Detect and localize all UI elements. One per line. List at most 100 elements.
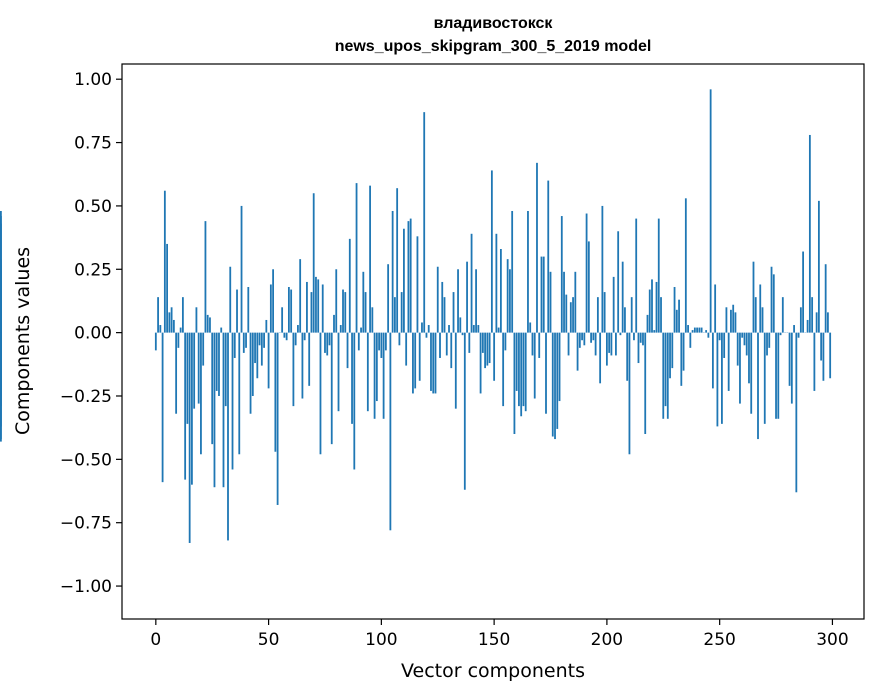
bar-268 — [759, 284, 762, 333]
bar-176 — [551, 332, 554, 437]
bar-102 — [384, 332, 387, 351]
bar-61 — [292, 332, 295, 407]
bar-52 — [272, 269, 274, 333]
bar-78 — [330, 332, 333, 445]
bar-174 — [547, 180, 550, 333]
bar-293 — [815, 312, 818, 333]
bar-192 — [587, 241, 590, 333]
bar-18 — [195, 307, 198, 333]
bar-194 — [592, 332, 595, 341]
y-tick-label: 0.75 — [74, 134, 112, 154]
bar-230 — [673, 287, 676, 333]
bar-32 — [227, 332, 229, 541]
bar-211 — [630, 297, 633, 333]
bar-144 — [479, 332, 482, 394]
bar-287 — [802, 251, 804, 333]
bar-85 — [346, 332, 349, 369]
bar-31 — [224, 332, 227, 407]
bar-269 — [761, 307, 764, 333]
bar-201 — [608, 332, 611, 353]
bar-261 — [743, 332, 746, 346]
bar-299 — [829, 332, 832, 379]
bar-246 — [709, 89, 712, 333]
bar-63 — [297, 325, 299, 333]
bar-26 — [213, 332, 216, 488]
bar-227 — [666, 332, 669, 419]
bar-110 — [403, 228, 405, 333]
bar-203 — [612, 276, 615, 333]
bar-218 — [646, 314, 649, 333]
y-tick-label: −0.25 — [60, 387, 112, 407]
bar-147 — [486, 332, 489, 366]
bar-39 — [242, 332, 245, 353]
bar-108 — [398, 332, 401, 346]
bar-30 — [222, 332, 225, 488]
bar-103 — [387, 264, 390, 333]
y-tick-label: 0.00 — [74, 324, 112, 344]
bar-170 — [538, 332, 541, 358]
bar-271 — [766, 332, 768, 356]
bar-133 — [454, 332, 457, 409]
bar-undefined — [0, 289, 2, 333]
bar-105 — [391, 210, 394, 333]
bar-253 — [725, 307, 728, 333]
bar-256 — [732, 304, 735, 333]
bar-109 — [400, 292, 403, 333]
bar-157 — [509, 269, 511, 333]
bar-42 — [249, 332, 252, 414]
bar-193 — [590, 332, 592, 343]
bar-79 — [333, 314, 335, 333]
bar-240 — [696, 327, 698, 333]
bar-20 — [200, 332, 202, 455]
bar-233 — [680, 332, 683, 386]
bar-250 — [718, 332, 721, 341]
bar-104 — [389, 332, 392, 531]
bar-260 — [741, 332, 744, 338]
bar-67 — [306, 281, 308, 333]
bar-21 — [202, 332, 205, 366]
bar-1 — [157, 297, 159, 333]
bar-178 — [556, 332, 559, 429]
bar-295 — [820, 332, 823, 361]
bar-23 — [206, 314, 209, 333]
bar-219 — [648, 289, 651, 333]
bar-150 — [493, 332, 496, 381]
bar-37 — [238, 332, 241, 455]
bar-258 — [736, 332, 739, 366]
bar-115 — [414, 332, 417, 389]
bar-43 — [251, 332, 254, 396]
bar-272 — [768, 332, 771, 348]
bar-65 — [301, 332, 304, 399]
bar-165 — [527, 210, 529, 333]
bar-196 — [596, 297, 599, 333]
y-axis: −1.00 −0.75 −0.50 −0.25 0.00 0.25 0.50 0.75 1.00 — [60, 70, 122, 597]
bar-179 — [558, 332, 561, 402]
bar-75 — [324, 332, 326, 353]
bar-210 — [628, 332, 631, 455]
bar-95 — [369, 185, 371, 333]
bar-138 — [466, 261, 468, 333]
y-tick-label: 0.50 — [74, 197, 112, 217]
bar-111 — [405, 332, 408, 366]
bar-286 — [799, 307, 802, 333]
bar-82 — [339, 325, 342, 333]
bar-216 — [642, 332, 644, 346]
bar-153 — [499, 249, 502, 333]
bar-116 — [416, 236, 419, 333]
bar-173 — [545, 332, 547, 414]
bar-228 — [669, 332, 671, 379]
bar-131 — [450, 332, 453, 369]
bar-60 — [290, 289, 293, 333]
bar-267 — [757, 332, 759, 440]
bar-180 — [560, 216, 563, 333]
bar-285 — [797, 332, 800, 338]
bar-46 — [258, 332, 261, 346]
bar-172 — [542, 256, 545, 333]
bar-297 — [824, 264, 827, 333]
bar-232 — [678, 299, 680, 333]
bar-89 — [355, 183, 358, 333]
x-tick-label: 100 — [365, 630, 397, 650]
bar-8 — [172, 319, 175, 333]
bar-294 — [817, 200, 820, 333]
bar-14 — [186, 332, 189, 424]
